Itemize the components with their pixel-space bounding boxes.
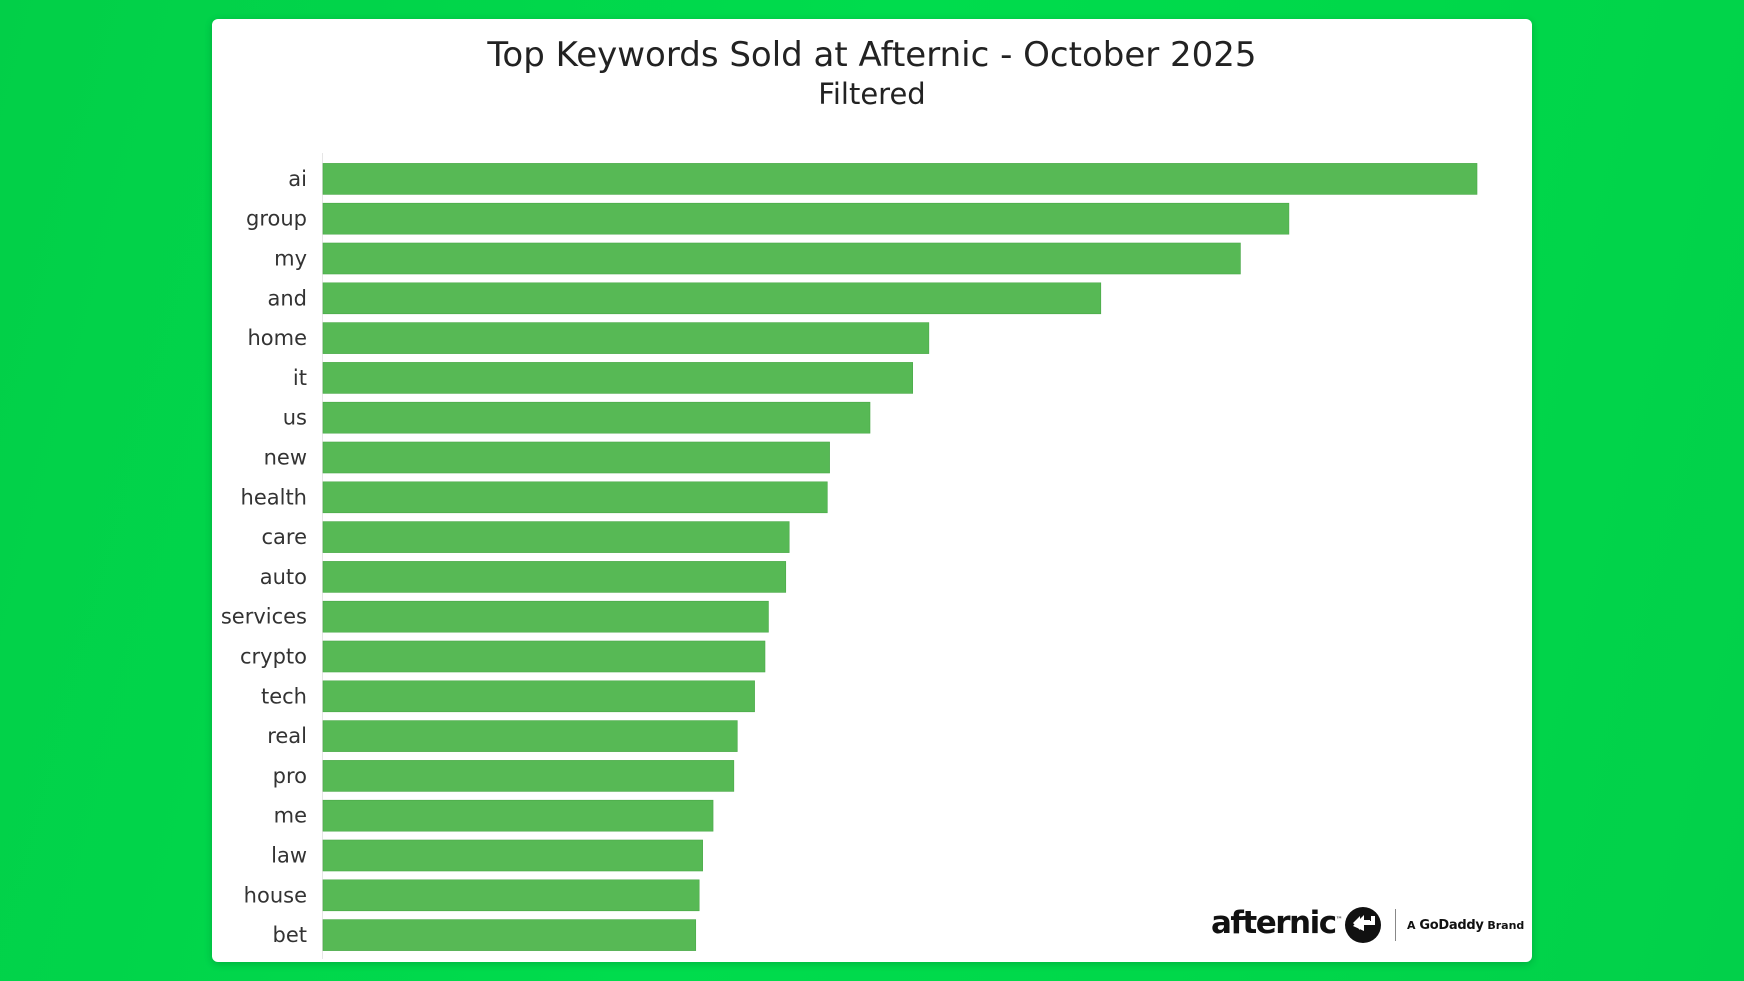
category-label-my: my [274,247,307,271]
bar-group [322,202,1290,235]
bar-chart: ai group my and home it us new health care auto ser… [221,153,1478,959]
bar-us [322,401,871,434]
bar-home [322,322,930,354]
bar-and [322,282,1102,315]
logo-wordmark: afternic™ [1211,905,1343,941]
bar-me [322,799,714,832]
afternic-arrows-icon [1345,907,1381,943]
bar-care [322,521,790,553]
bar-crypto [322,640,766,673]
bar-tech [322,680,755,713]
category-label-real: real [267,724,307,748]
bar-services [322,600,769,633]
bar-it [322,362,913,394]
category-label-new: new [264,446,307,470]
afternic-logo: afternic™ A GoDaddy Brand [1211,905,1524,945]
chart-subtitle: Filtered [818,77,926,111]
category-label-and: and [267,286,307,310]
category-label-care: care [261,525,307,549]
category-label-home: home [247,326,307,350]
chart-title: Top Keywords Sold at Afternic - October … [487,35,1257,75]
bar-house [322,879,700,912]
bar-new [322,441,830,474]
category-label-pro: pro [273,764,307,788]
bar-bet [322,919,697,951]
bar-real [322,720,738,752]
bar-pro [322,760,735,792]
category-label-health: health [241,485,307,509]
bar-ai [322,163,1478,195]
category-label-house: house [244,883,307,907]
category-label-me: me [274,804,307,828]
category-label-law: law [271,844,307,868]
category-label-it: it [293,366,307,390]
category-label-auto: auto [260,565,307,589]
bar-health [322,481,828,514]
category-label-group: group [246,207,307,231]
bar-law [322,839,703,872]
godaddy-tagline: A GoDaddy Brand [1407,918,1525,933]
category-label-crypto: crypto [240,645,307,669]
category-label-ai: ai [288,167,307,191]
category-label-tech: tech [261,684,307,708]
category-label-us: us [283,406,307,430]
logo-divider [1395,909,1396,941]
category-label-bet: bet [273,923,307,947]
category-label-services: services [221,605,307,629]
chart-card: Top Keywords Sold at Afternic - October … [212,19,1532,962]
bar-my [322,242,1241,275]
bar-auto [322,561,787,593]
